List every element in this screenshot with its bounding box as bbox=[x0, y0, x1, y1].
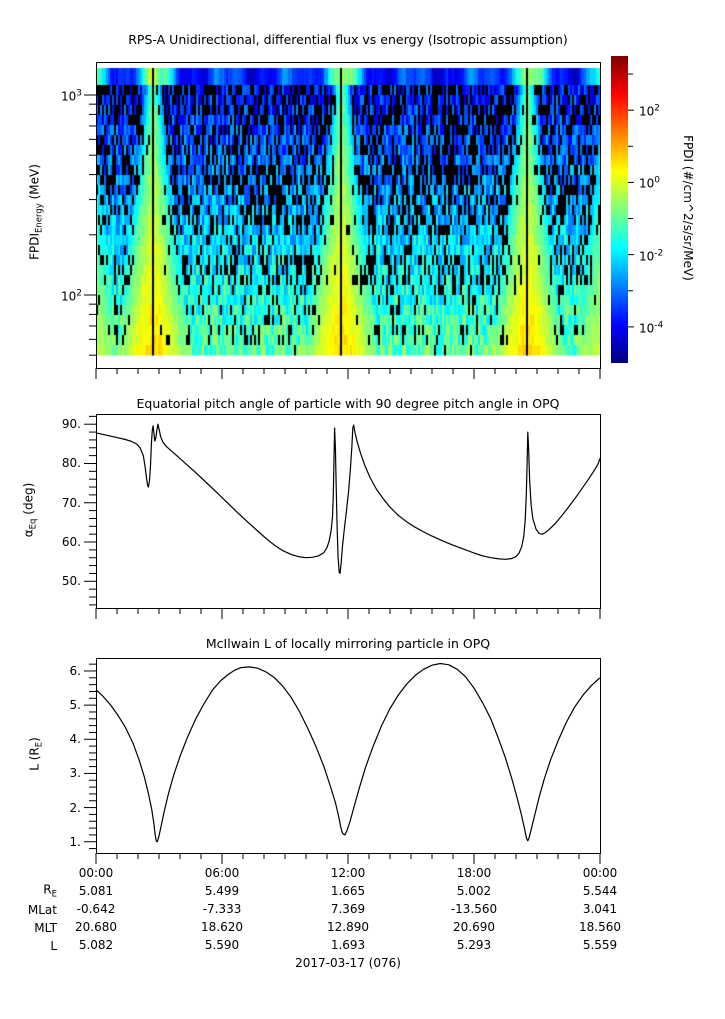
ephemeris-row-label: MLT bbox=[34, 921, 57, 935]
pitch-angle-curve bbox=[95, 423, 601, 574]
ephemeris-value: -13.560 bbox=[450, 902, 498, 916]
ephemeris-value: 3.041 bbox=[582, 902, 618, 916]
pitch-ylabel-sub: Eq bbox=[28, 518, 39, 530]
ephemeris-value: 18.620 bbox=[201, 920, 243, 934]
energy-axis-ticks bbox=[84, 94, 96, 356]
ephemeris-value: 18.560 bbox=[579, 920, 621, 934]
spectrogram-title: RPS-A Unidirectional, differential flux … bbox=[128, 32, 568, 47]
x-axis-ticks bbox=[95, 368, 601, 864]
ephemeris-value: 5.499 bbox=[204, 884, 240, 898]
ephemeris-value: 20.680 bbox=[75, 920, 117, 934]
ephemeris-value: 5.559 bbox=[582, 938, 618, 952]
l-ylabel-sub: E bbox=[34, 741, 45, 748]
l-ylabel-unit: ) bbox=[27, 737, 42, 742]
pitch-tick-label: 50. bbox=[61, 574, 81, 589]
l-tick-label: 5. bbox=[69, 698, 81, 713]
colorbar-ticks bbox=[628, 73, 634, 328]
spectrogram-ylabel: FPDIEnergy (MeV) bbox=[27, 164, 46, 260]
pitch-tick-label: 70. bbox=[61, 495, 81, 510]
l-shell-title: McIlwain L of locally mirroring particle… bbox=[205, 636, 491, 651]
flux-spectrogram-heatmap bbox=[96, 62, 600, 368]
pitch-tick-label: 60. bbox=[61, 535, 81, 550]
ephemeris-row-label: MLat bbox=[27, 903, 57, 917]
l-shell-curve bbox=[95, 662, 601, 843]
ephemeris-value: 5.002 bbox=[456, 884, 492, 898]
ephemeris-value: 12.890 bbox=[327, 920, 369, 934]
l-tick-label: 6. bbox=[69, 663, 81, 678]
time-tick-label: 18:00 bbox=[456, 866, 492, 880]
date-label: 2017-03-17 (076) bbox=[295, 956, 401, 970]
l-tick-label: 2. bbox=[69, 800, 81, 815]
pitch-angle-title: Equatorial pitch angle of particle with … bbox=[136, 396, 560, 411]
spectrogram-ylabel-main: FPDI bbox=[27, 232, 42, 260]
l-tick-label: 4. bbox=[69, 732, 81, 747]
colorbar-tick-label: 10-4 bbox=[639, 320, 664, 336]
ephemeris-value: -0.642 bbox=[76, 902, 116, 916]
pitch-tick-label: 80. bbox=[61, 456, 81, 471]
ephemeris-value: 5.082 bbox=[78, 938, 114, 952]
pitch-angle-ylabel: αEq (deg) bbox=[21, 483, 40, 538]
ephemeris-value: 5.590 bbox=[204, 938, 240, 952]
colorbar-tick-label: 10-2 bbox=[639, 248, 664, 264]
l-tick bbox=[84, 663, 96, 850]
colorbar-gradient bbox=[611, 56, 628, 363]
l-tick-label: 1. bbox=[69, 834, 81, 849]
ephemeris-value: 5.293 bbox=[456, 938, 492, 952]
ephemeris-value: 1.693 bbox=[330, 938, 366, 952]
l-ylabel-main: L (R bbox=[27, 747, 42, 771]
energy-tick-label: 102 bbox=[60, 288, 82, 304]
ephemeris-value: 1.665 bbox=[330, 884, 366, 898]
pitch-ylabel-unit: (deg) bbox=[21, 482, 36, 519]
time-tick-label: 00:00 bbox=[582, 866, 618, 880]
pitch-tick-label: 90. bbox=[61, 417, 81, 432]
ephemeris-value: -7.333 bbox=[202, 902, 242, 916]
time-tick-label: 12:00 bbox=[330, 866, 366, 880]
time-tick-label: 06:00 bbox=[204, 866, 240, 880]
time-tick-label: 00:00 bbox=[78, 866, 114, 880]
ephemeris-value: 7.369 bbox=[330, 902, 366, 916]
pitch-ylabel-main: α bbox=[21, 529, 36, 538]
ephemeris-row-label: RE bbox=[43, 882, 57, 900]
ephemeris-value: 20.690 bbox=[453, 920, 495, 934]
energy-tick-label: 103 bbox=[60, 88, 82, 104]
ephemeris-value: 5.081 bbox=[78, 884, 114, 898]
colorbar-tick-label: 102 bbox=[639, 103, 661, 119]
spectrogram-ylabel-unit: (MeV) bbox=[27, 164, 42, 204]
l-shell-ylabel: L (RE) bbox=[27, 737, 46, 771]
colorbar-label: FPDI (#/cm^2/s/sr/MeV) bbox=[681, 135, 695, 281]
l-tick-label: 3. bbox=[69, 766, 81, 781]
colorbar-tick-label: 100 bbox=[639, 175, 661, 191]
spectrogram-ylabel-sub: Energy bbox=[34, 203, 45, 233]
pitch-tick bbox=[84, 415, 96, 606]
ephemeris-row-label: L bbox=[50, 939, 57, 953]
panel-borders bbox=[96, 62, 601, 854]
ephemeris-value: 5.544 bbox=[582, 884, 618, 898]
